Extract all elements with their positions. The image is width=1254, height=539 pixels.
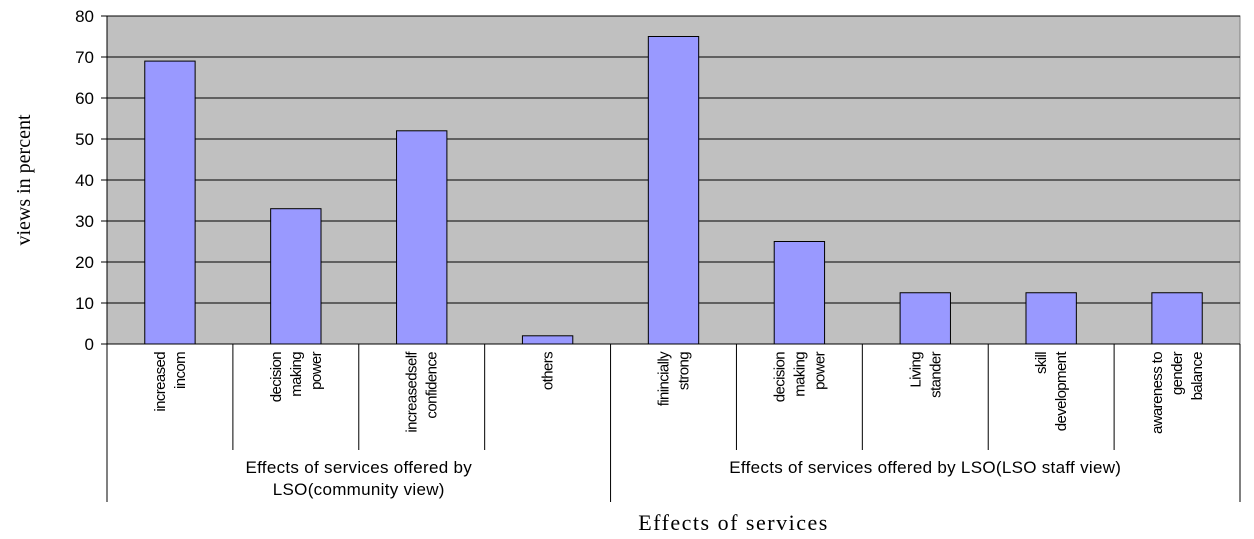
y-tick-label: 70 — [75, 48, 94, 67]
category-label: stander — [927, 351, 944, 397]
category-label: incom — [172, 352, 189, 389]
category-label: Living — [907, 352, 924, 388]
category-label: increasedself — [404, 351, 421, 433]
category-label: gender — [1169, 351, 1186, 395]
category-label: awareness to — [1149, 352, 1166, 434]
bar — [396, 130, 448, 345]
bar — [270, 208, 322, 345]
bar — [773, 241, 826, 345]
group-label: LSO(community view) — [273, 480, 445, 499]
bar — [1025, 292, 1077, 345]
y-tick-label: 60 — [75, 89, 94, 108]
category-labels: increased incom decision making power increas… — [152, 351, 1206, 434]
category-label: decision — [268, 352, 285, 402]
category-label: making — [288, 352, 305, 397]
x-axis-title: Effects of services — [638, 510, 829, 535]
bar — [647, 36, 700, 345]
y-tick-label: 40 — [75, 171, 94, 190]
y-axis-ticks: 0 10 20 30 40 50 60 70 80 — [75, 7, 107, 354]
category-label: power — [308, 351, 325, 389]
y-tick-label: 20 — [75, 253, 94, 272]
bars — [144, 36, 1203, 345]
y-tick-label: 10 — [75, 294, 94, 313]
category-label: decision — [771, 352, 788, 402]
category-label: finincially — [656, 351, 673, 406]
bar — [899, 292, 951, 345]
group-labels: Effects of services offered by LSO(commun… — [245, 458, 1121, 499]
category-label: confidence — [424, 352, 441, 419]
y-tick-label: 50 — [75, 130, 94, 149]
category-label: balance — [1189, 352, 1206, 401]
bar — [1151, 292, 1203, 345]
category-label: power — [811, 351, 828, 389]
category-label: strong — [676, 352, 693, 390]
axes — [106, 16, 1241, 502]
category-label: skill — [1033, 352, 1050, 374]
group-label: Effects of services offered by — [245, 458, 472, 477]
group-label: Effects of services offered by LSO(LSO s… — [729, 458, 1121, 477]
y-tick-label: 30 — [75, 212, 94, 231]
bar — [144, 60, 196, 345]
y-axis-title: views in percent — [13, 114, 35, 246]
y-tick-label: 80 — [75, 7, 94, 26]
category-label: increased — [152, 352, 169, 412]
category-label: making — [791, 352, 808, 397]
bar — [521, 335, 574, 345]
y-tick-label: 0 — [85, 335, 94, 354]
category-label: others — [540, 352, 557, 390]
category-label: development — [1053, 351, 1070, 432]
